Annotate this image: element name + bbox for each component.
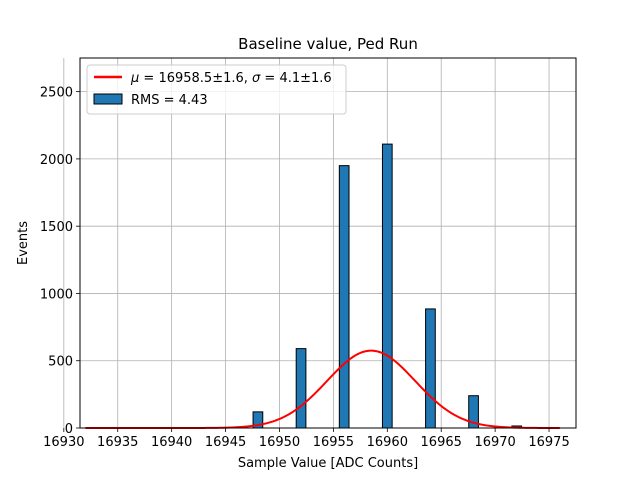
legend-fit-mu-symbol: μ bbox=[130, 71, 139, 86]
plot-frame bbox=[79, 57, 577, 429]
y-tick-label: 2000 bbox=[40, 153, 73, 168]
legend-histogram-swatch bbox=[93, 93, 123, 105]
legend-fit-sigma-symbol: σ bbox=[252, 71, 261, 86]
legend-fit-sigma-value: = 4.1±1.6 bbox=[260, 71, 331, 86]
legend-fit-label: μ = 16958.5±1.6, σ = 4.1±1.6 bbox=[130, 71, 332, 86]
axis-ticks: 16930 16935 16940 16945 16950 16955 16960 16965… bbox=[40, 86, 570, 450]
histogram-bar bbox=[381, 143, 393, 429]
y-tick-label: 1500 bbox=[40, 220, 73, 235]
x-tick-label: 16935 bbox=[97, 435, 138, 450]
x-tick-label: 16950 bbox=[259, 435, 300, 450]
x-tick-label: 16940 bbox=[151, 435, 192, 450]
legend-fit-mu-value: = 16958.5±1.6, bbox=[139, 71, 252, 86]
x-tick-label: 16945 bbox=[205, 435, 246, 450]
histogram-bar bbox=[295, 348, 307, 429]
legend: μ = 16958.5±1.6, σ = 4.1±1.6 RMS = 4.43 bbox=[86, 64, 347, 115]
x-tick-label: 16975 bbox=[528, 435, 569, 450]
legend-box bbox=[86, 64, 347, 115]
legend-histogram-label: RMS = 4.43 bbox=[131, 93, 208, 108]
y-tick-label: 0 bbox=[65, 422, 73, 437]
x-axis-label: Sample Value [ADC Counts] bbox=[238, 456, 418, 471]
x-tick-label: 16930 bbox=[43, 435, 84, 450]
histogram-bar bbox=[338, 165, 350, 429]
y-tick-label: 500 bbox=[48, 355, 73, 370]
y-axis-label: Events bbox=[16, 221, 31, 265]
x-tick-label: 16960 bbox=[367, 435, 408, 450]
x-tick-label: 16970 bbox=[474, 435, 515, 450]
plot-area bbox=[80, 58, 576, 428]
y-tick-label: 2500 bbox=[40, 86, 73, 101]
y-tick-label: 1000 bbox=[40, 287, 73, 302]
chart-title: Baseline value, Ped Run bbox=[238, 35, 418, 53]
histogram-bar bbox=[425, 308, 436, 429]
x-tick-label: 16965 bbox=[421, 435, 462, 450]
x-tick-label: 16955 bbox=[313, 435, 354, 450]
